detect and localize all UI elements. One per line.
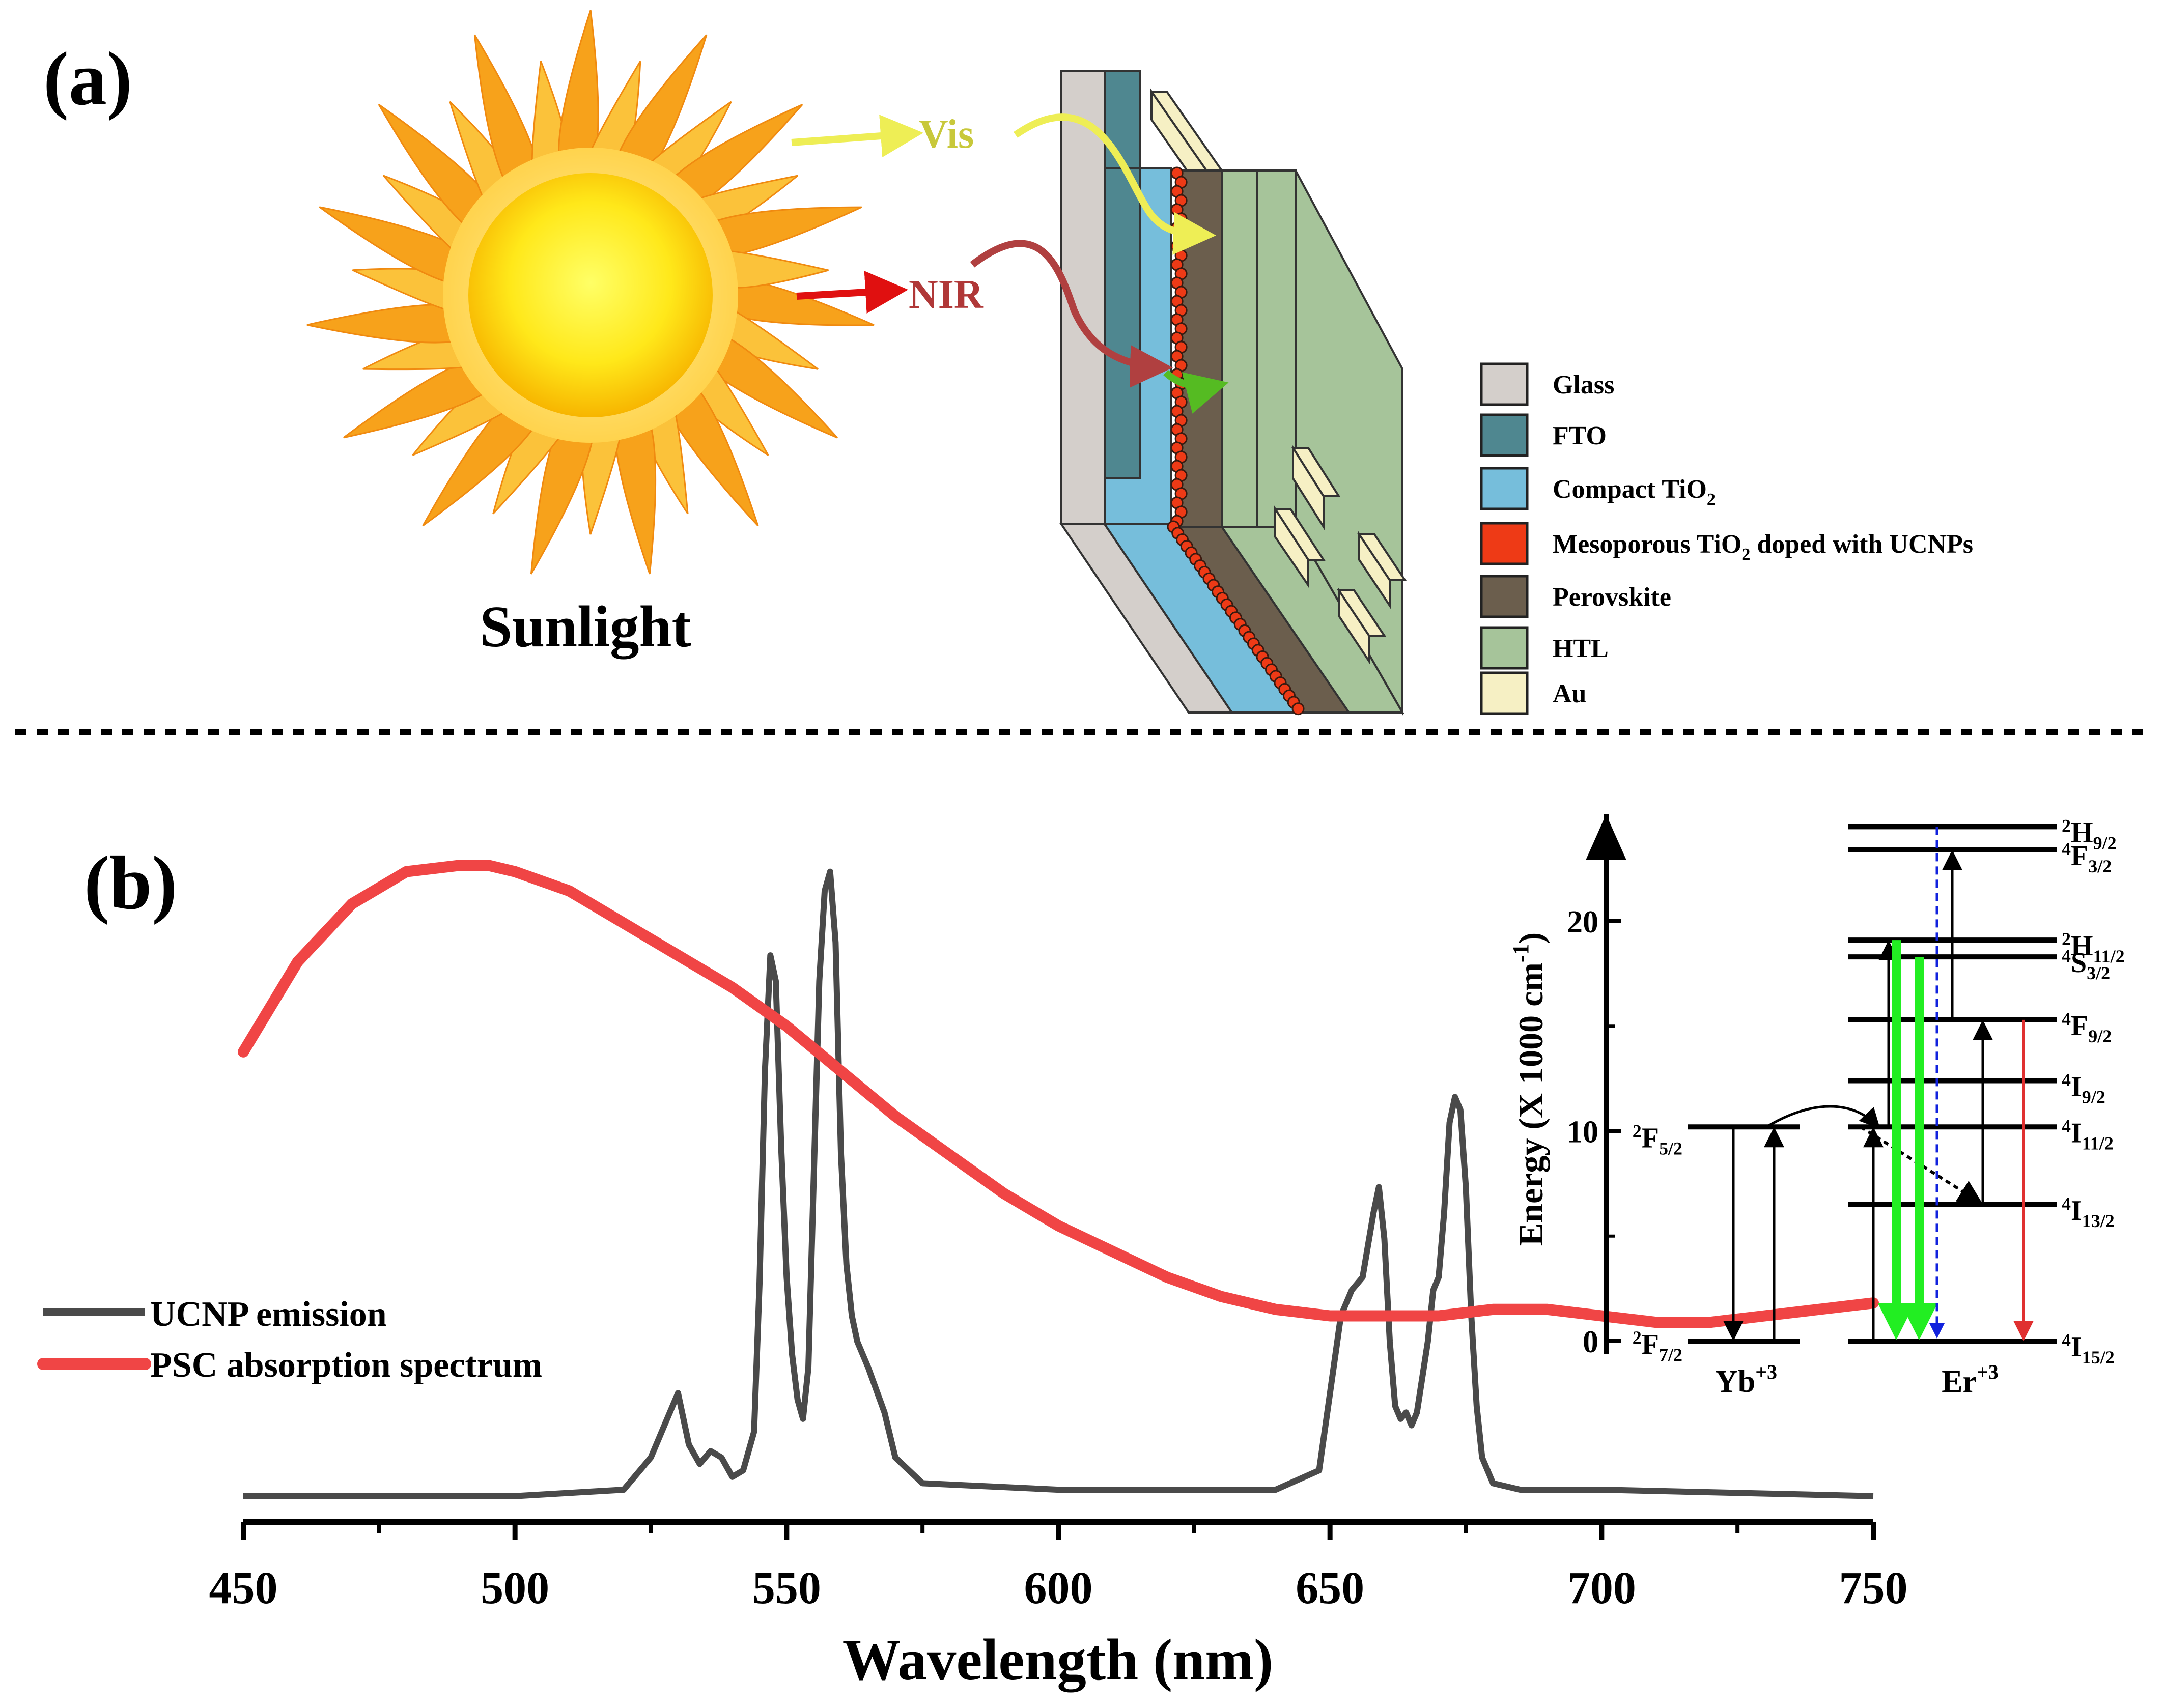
legend-label: Perovskite [1553,583,1671,612]
transitions [1723,827,2034,1341]
legend-item-perovskite: Perovskite [1480,575,1671,618]
x-tick-label-450: 450 [209,1563,278,1613]
legend-item-mesoporous-tio: Mesoporous TiO2 doped with UCNPs [1480,522,1973,565]
legend-swatch [1480,575,1529,618]
legend-label: Mesoporous TiO2 doped with UCNPs [1553,530,1973,564]
level-label: 2H9/2 [2062,815,2117,853]
series-psc-absorption [238,860,1879,1328]
series-ucnp-emission [243,868,1874,1499]
legend-item-htl: HTL [1480,626,1609,670]
energy-level-diagram: 0 10 20 Energy (X 1000 cm-1) 2F5/2 2F7/2 2H… [1508,814,2125,1399]
legend-item-au: Au [1480,671,1586,715]
vis-arrow [791,115,923,158]
sun-ray [306,304,467,344]
legend-label: Glass [1553,371,1614,400]
chart-legend: UCNP emission PSC absorption spectrum [37,1295,542,1385]
vis-path-arrow [1014,113,1216,255]
sunlight-label: Sunlight [480,594,691,659]
legend-item-glass: Glass [1480,362,1614,406]
yb-ion-label: Yb+3 [1715,1360,1777,1399]
legend-swatch [1480,362,1529,406]
x-ticks: 450 500 550 600 650 700 750 [209,1522,1908,1613]
spectrum-chart: 450 500 550 600 650 700 750 Wavelength (nm) [209,860,1908,1692]
legend-label: Au [1553,679,1586,708]
x-axis-label: Wavelength (nm) [842,1628,1274,1692]
panel-a-label: (a) [43,37,132,121]
level-label: 4S3/2 [2062,946,2110,983]
panel-a: (a) Sunlight Vis NIR [43,10,1973,717]
legend-item-fto: FTO [1480,413,1607,457]
x-tick-label-700: 700 [1567,1563,1636,1613]
x-tick-label-550: 550 [752,1563,821,1613]
sun-core [468,173,713,417]
energy-tick-label-0: 0 [1583,1325,1598,1359]
level-label: 4I15/2 [2062,1330,2115,1368]
x-tick-label-650: 650 [1296,1563,1364,1613]
legend-label: HTL [1553,634,1609,663]
green-emission-arrow [1163,369,1229,414]
legend-item-compact-tio: Compact TiO2 [1480,467,1716,510]
level-label: 4I11/2 [2062,1116,2114,1153]
nir-arrow [796,271,908,314]
energy-tick-label-20: 20 [1567,905,1598,940]
level-label: 4I9/2 [2062,1070,2105,1107]
legend-swatch [1480,522,1529,565]
level-label: 4I13/2 [2062,1193,2115,1231]
energy-ticks: 0 10 20 [1567,905,1621,1359]
level-label: 4F3/2 [2062,839,2112,876]
er-ion-label: Er+3 [1942,1360,1999,1399]
x-tick-label-600: 600 [1024,1563,1093,1613]
level-label: 2F5/2 [1633,1121,1682,1158]
nir-path-arrow [970,240,1173,388]
legend-label: FTO [1553,421,1607,450]
energy-transfer-arrow [1765,1105,1880,1129]
legend-swatch [1480,626,1529,670]
level-label: 4F9/2 [2062,1009,2112,1046]
legend-swatch [1480,671,1529,715]
panel-b: (b) 450 500 550 600 650 700 750 Wavelength (nm… [37,814,2125,1692]
sun-ray [557,10,599,167]
sun-icon [306,10,875,575]
legend-label: Compact TiO2 [1553,475,1716,509]
level-label: 2H11/2 [2062,929,2125,966]
level-label: 2F7/2 [1633,1327,1682,1365]
legend-label-psc: PSC absorption spectrum [150,1346,542,1385]
x-tick-label-500: 500 [481,1563,549,1613]
x-tick-label-750: 750 [1839,1563,1908,1613]
energy-tick-label-10: 10 [1567,1115,1598,1150]
vis-label: Vis [919,112,974,157]
legend-swatch [1480,413,1529,457]
energy-axis-label: Energy (X 1000 cm-1) [1508,932,1550,1246]
layer-legend: Glass FTO Compact TiO2 Mesoporous TiO2 dope… [1480,362,1973,715]
nanoparticle [1291,702,1305,716]
legend-label-ucnp: UCNP emission [150,1295,387,1334]
solar-cell-diagram [970,70,1407,717]
panel-b-label: (b) [84,841,177,925]
nir-label: NIR [909,272,984,317]
yb-levels: 2F5/2 2F7/2 [1633,1121,1800,1365]
legend-swatch [1480,467,1529,510]
